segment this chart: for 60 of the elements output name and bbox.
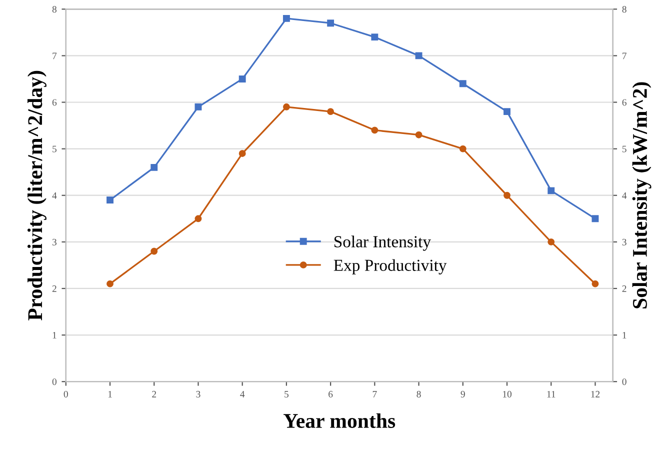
x-tick-label: 8 [416,390,421,398]
x-tick-label: 5 [284,391,289,398]
point [371,126,378,134]
y-tick-label: 7 [52,52,57,60]
x-axis-title: Year months [284,413,396,428]
point [504,192,510,199]
x-tick-label: 4 [240,390,245,398]
legend-label: Exp Productivity [334,259,447,274]
y2-tick-label: 6 [622,99,626,106]
point [194,103,202,110]
y2-tick-label: 8 [622,6,626,13]
y2-tick-label: 4 [622,192,627,199]
x-tick-label: 10 [503,390,512,398]
y2-tick-label: 0 [622,378,626,386]
point [415,52,422,60]
y2-tick-label: 2 [622,285,626,292]
point [371,34,378,41]
point [282,14,290,22]
y-tick-label: 4 [52,192,57,199]
point [504,108,510,116]
point [150,164,158,171]
y-tick-label: 8 [52,6,56,13]
y-tick-label: 6 [52,99,57,106]
x-tick-label: 12 [591,390,600,398]
point [327,108,334,116]
y-tick-label: 2 [52,285,56,292]
x-tick-label: 1 [108,390,112,398]
y2-axis-title: Solar Intensity (kW/m^2) [632,82,652,308]
y2-tick-label: 1 [622,332,626,338]
x-tick-label: 3 [196,390,200,398]
point [150,248,158,255]
x-tick-label: 2 [152,390,156,398]
point [459,145,466,152]
y2-tick-label: 3 [622,238,626,246]
point [592,215,599,222]
x-tick-label: 9 [460,390,465,398]
x-tick-label: 6 [328,390,333,398]
y2-tick-label: 7 [622,52,626,60]
x-tick-label: 0 [64,390,68,398]
y-tick-label: 1 [52,332,56,338]
x-tick-label: 11 [547,390,556,398]
point [282,103,290,110]
point [194,215,202,222]
point [415,131,422,138]
y-tick-label: 5 [52,146,56,152]
point [327,20,334,27]
y-tick-label: 0 [52,378,56,386]
x-tick-label: 7 [372,391,377,398]
point [592,280,599,288]
legend-label: Solar Intensity [334,236,431,251]
point [548,187,555,194]
point [459,80,466,88]
y-axis-title: Productivity (liter/m^2/day) [28,70,46,320]
point [106,196,114,204]
point [106,280,114,288]
point [548,238,555,246]
point [238,150,246,157]
y2-tick-label: 5 [622,146,626,152]
point [238,76,246,82]
y-tick-label: 3 [52,238,56,246]
